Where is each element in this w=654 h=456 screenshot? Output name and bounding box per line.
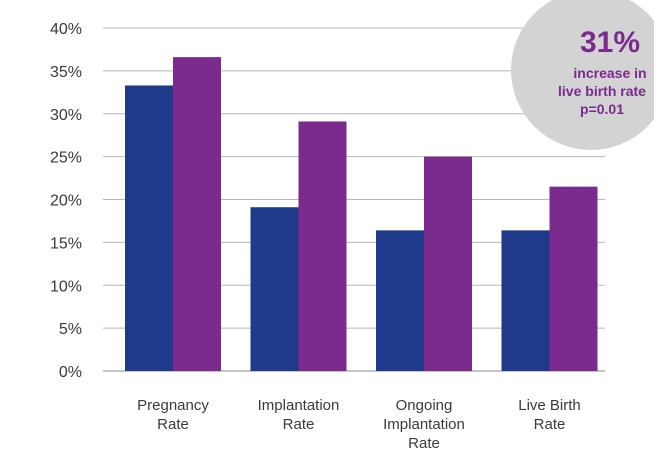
callout-circle: [511, 0, 654, 150]
y-tick-label: 40%: [50, 21, 82, 38]
x-category-label-line: Implantation: [383, 416, 465, 433]
y-tick-label: 30%: [50, 107, 82, 124]
bar-series-1: [376, 230, 424, 371]
callout-badge: 31% increase in live birth rate p=0.01: [511, 0, 654, 150]
y-tick-label: 10%: [50, 278, 82, 295]
y-tick-label: 15%: [50, 235, 82, 252]
bar-series-2: [424, 156, 472, 371]
callout-line-1: increase in: [573, 65, 646, 81]
x-category-label-line: Pregnancy: [137, 397, 209, 414]
y-tick-label: 5%: [59, 321, 82, 338]
x-category-label-line: Rate: [408, 435, 440, 452]
x-category-label-line: Live Birth: [518, 397, 581, 414]
x-category-label: Live Birth Rate: [518, 397, 581, 433]
x-category-label: Implantation Rate: [258, 397, 340, 433]
bar-series-1: [501, 230, 550, 371]
bar-series-2: [549, 186, 598, 371]
x-category-label-line: Implantation: [258, 397, 340, 414]
y-axis-ticks: 0% 5% 10% 15% 20% 25% 30% 35% 40%: [50, 21, 82, 381]
x-category-label: Pregnancy Rate: [137, 397, 209, 433]
x-axis-category-labels: Pregnancy Rate Implantation Rate Ongoing Impl…: [137, 397, 581, 452]
bar-series-1: [125, 85, 173, 371]
x-category-label: Ongoing Implantation Rate: [383, 397, 465, 452]
bar-series-1: [250, 207, 299, 371]
y-tick-label: 0%: [59, 364, 82, 381]
x-category-label-line: Rate: [534, 416, 566, 433]
bar-series-2: [298, 121, 347, 371]
x-category-label-line: Ongoing: [396, 397, 453, 414]
y-tick-label: 25%: [50, 150, 82, 167]
y-tick-label: 20%: [50, 193, 82, 210]
callout-headline: 31%: [580, 26, 640, 59]
bars: [125, 57, 598, 371]
callout-line-2: live birth rate: [558, 83, 646, 99]
bar-series-2: [173, 57, 221, 371]
y-tick-label: 35%: [50, 64, 82, 81]
x-category-label-line: Rate: [283, 416, 315, 433]
x-category-label-line: Rate: [157, 416, 189, 433]
callout-line-3: p=0.01: [580, 101, 624, 117]
